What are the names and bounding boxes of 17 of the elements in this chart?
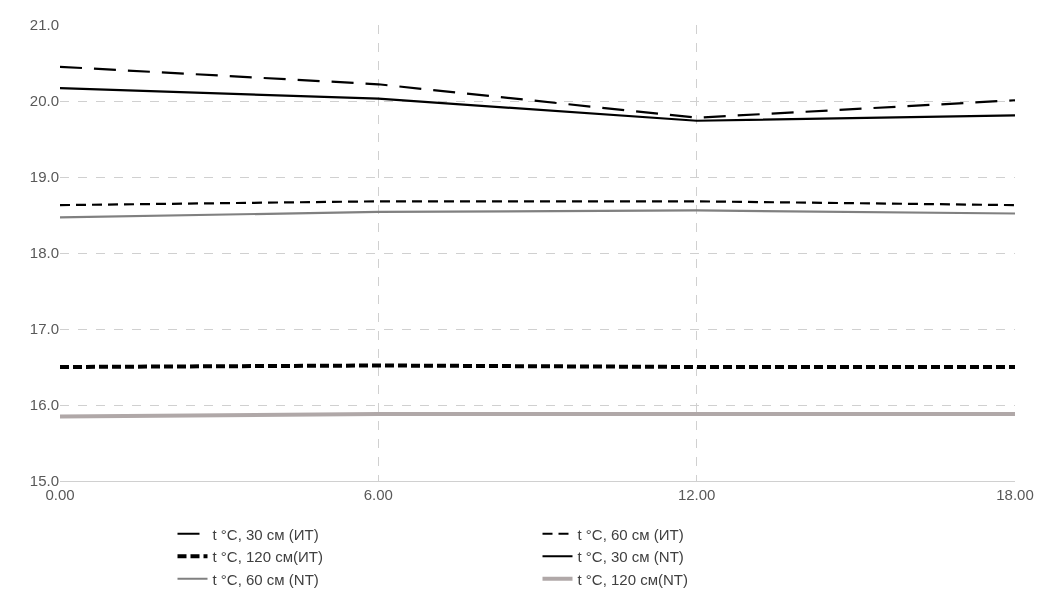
legend-label: t °C, 60 см (ИТ) bbox=[577, 525, 684, 543]
y-tick-label: 21.0 bbox=[29, 16, 59, 34]
legend-label: t °C, 120 см(ИТ) bbox=[212, 548, 323, 566]
legend-label: t °C, 60 см (NT) bbox=[212, 570, 319, 588]
y-tick-label: 18.0 bbox=[29, 244, 59, 262]
legend-label: t °C, 30 см (NT) bbox=[577, 548, 684, 566]
legend-label: t °C, 30 см (ИТ) bbox=[212, 525, 319, 543]
line-series bbox=[60, 65, 1015, 119]
x-tick-label: 18.00 bbox=[996, 486, 1034, 503]
y-tick-label: 16.0 bbox=[29, 396, 59, 414]
y-tick-label: 20.0 bbox=[29, 92, 59, 110]
x-tick-label: 12.00 bbox=[677, 486, 716, 503]
y-tick-label: 17.0 bbox=[29, 320, 59, 338]
y-tick-label: 19.0 bbox=[29, 168, 59, 186]
legend-label: t °C, 120 см(NT) bbox=[577, 570, 688, 588]
line-series bbox=[60, 209, 1015, 219]
x-tick-label: 6.00 bbox=[363, 486, 393, 503]
